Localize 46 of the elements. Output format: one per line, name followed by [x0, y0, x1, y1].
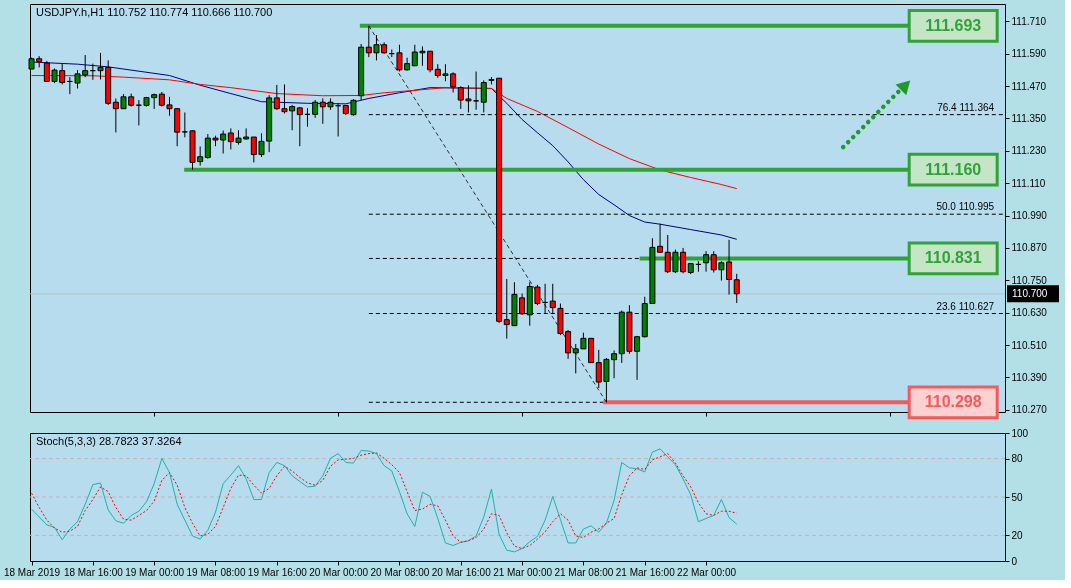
annotation: 23.6 110.627 — [936, 300, 995, 312]
y-tick-label: 111.110 — [1011, 177, 1046, 189]
y-tick-label: 111.350 — [1011, 112, 1047, 124]
candlestick — [473, 70, 480, 111]
y-tick-label: 111.230 — [1011, 145, 1047, 157]
y-tick-label: 20 — [1011, 529, 1024, 541]
x-tick-label: 18 Mar 2019 — [3, 566, 61, 578]
candlestick — [703, 250, 710, 273]
y-tick-label: 111.710 — [1011, 15, 1047, 27]
y-tick-label: 110.750 — [1011, 274, 1048, 286]
chart-title: USDJPY.h,H1 110.752 110.774 110.666 110.700 — [36, 6, 273, 18]
y-tick-label: 110.510 — [1011, 339, 1048, 351]
annotation: 110.298 — [924, 393, 982, 411]
y-tick-label: 110.270 — [1011, 404, 1048, 416]
y-tick-label: 110.390 — [1011, 371, 1048, 383]
x-tick-label: 19 Mar 16:00 — [247, 566, 308, 578]
y-tick-label: 80 — [1011, 453, 1024, 465]
candlestick — [480, 79, 487, 113]
x-tick-label: 19 Mar 00:00 — [125, 566, 185, 578]
x-tick-label: 20 Mar 16:00 — [431, 566, 492, 578]
y-tick-label: 0 — [1011, 555, 1018, 567]
ref-line-label: 110.700 — [1012, 287, 1048, 299]
y-tick-label: 50 — [1011, 491, 1024, 503]
y-tick-label: 110.630 — [1011, 307, 1048, 319]
y-tick-label: 111.470 — [1011, 80, 1047, 92]
candlestick — [296, 106, 303, 147]
candlestick — [181, 111, 188, 138]
annotation: 111.693 — [925, 16, 982, 34]
candlestick — [733, 273, 740, 304]
x-tick-label: 20 Mar 08:00 — [370, 566, 430, 578]
y-tick-label: 110.870 — [1011, 242, 1048, 254]
chart-title: Stoch(5,3,3) 28.7823 37.3264 — [36, 435, 182, 447]
annotation: 76.4 111.364 — [937, 101, 995, 113]
annotation: 110.831 — [924, 249, 982, 267]
y-tick-label: 111.590 — [1011, 48, 1047, 60]
x-tick-label: 19 Mar 08:00 — [186, 566, 246, 578]
x-tick-label: 18 Mar 16:00 — [63, 566, 124, 578]
annotation: 50.0 110.995 — [936, 201, 995, 213]
y-tick-label: 100 — [1011, 427, 1029, 439]
x-tick-label: 22 Mar 00:00 — [677, 566, 737, 578]
x-tick-label: 21 Mar 16:00 — [615, 566, 676, 578]
y-tick-label: 110.990 — [1011, 210, 1048, 222]
x-tick-label: 21 Mar 08:00 — [554, 566, 614, 578]
annotation: 111.160 — [925, 160, 982, 178]
x-tick-label: 21 Mar 00:00 — [493, 566, 553, 578]
x-tick-label: 20 Mar 00:00 — [309, 566, 369, 578]
